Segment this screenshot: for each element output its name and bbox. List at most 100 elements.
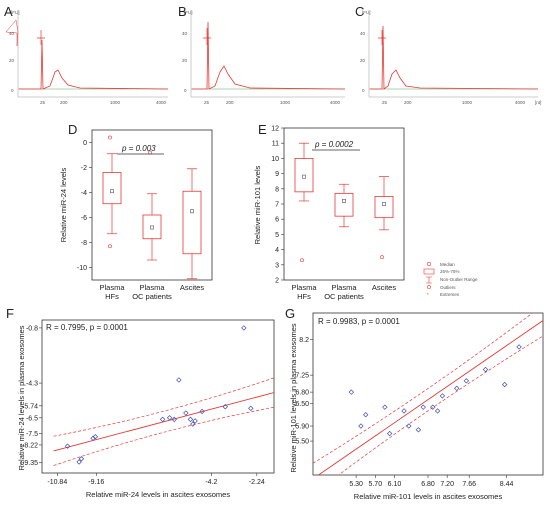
scatter-f-y-label: Relative miR-24 levels in plasma exosome… xyxy=(17,325,26,470)
boxplot-d-annotation: p = 0.003 xyxy=(121,144,156,153)
epg-a-y-tick-1: 40 xyxy=(9,31,15,36)
boxplot-e-median xyxy=(382,202,386,206)
boxplot-e-median xyxy=(302,174,306,179)
epg-b-y-tick-3: 0 xyxy=(184,88,187,93)
panel-letter-b: B xyxy=(178,4,187,19)
scatter-f-y-ticks: -0.8 -4.3 -5.74 -6.5 -7.5 -8.22 -9.35 xyxy=(22,325,42,467)
boxplot-e-y-tick-label: 6 xyxy=(275,217,279,224)
scatter-f-point xyxy=(199,408,205,415)
epg-a-trace xyxy=(19,39,169,90)
boxplot-d-y-tick-label: -6 xyxy=(81,215,87,222)
scatter-f-point xyxy=(90,435,96,441)
scatter-g-ci-upper xyxy=(313,313,534,464)
electropherogram-b: [FU] 40 20 0 25 200 1000 4000 xyxy=(182,10,346,105)
legend-median-symbol xyxy=(426,261,432,267)
scatter-f-point xyxy=(241,325,247,331)
boxplot-d-category-label: HFs xyxy=(105,292,119,301)
scatter-g-plot-area xyxy=(313,313,543,475)
panel-letter-d: D xyxy=(68,122,77,137)
boxplot-d-box xyxy=(182,190,202,255)
boxplot-e-marks xyxy=(294,142,394,263)
scatter-f-x-ticks: -10.84 -9.16 -4.2 -2.24 xyxy=(47,473,265,486)
scatter-g-marks xyxy=(313,313,543,475)
epg-a-x-tick-3: 1000 xyxy=(110,100,121,105)
epg-a-y-unit: [FU] xyxy=(11,10,20,15)
boxplot-d-median xyxy=(190,209,194,214)
scatter-f-x-tick-label: -9.16 xyxy=(88,479,104,486)
boxplot-d-box xyxy=(142,214,162,240)
boxplot-d-y-tick-label: 0 xyxy=(83,140,87,147)
scatter-g-point xyxy=(439,393,446,399)
legend-range-label: Non-Outlier Range xyxy=(440,277,478,282)
boxplot-e-y-tick-label: 9 xyxy=(275,171,279,178)
legend-outliers-label: Outliers xyxy=(440,285,456,290)
scatter-g-fit-line xyxy=(317,320,543,475)
scatter-f-y-tick-label: -6.5 xyxy=(26,415,38,422)
scatter-g-ci-lower xyxy=(337,335,543,475)
boxplot-e-box xyxy=(374,195,394,219)
scatter-f-point xyxy=(190,421,196,427)
epg-c-x-unit: [nt] xyxy=(535,100,541,105)
scatter-f-point xyxy=(222,404,228,410)
scatter-g-point xyxy=(363,412,369,418)
boxplot-d-outlier xyxy=(108,244,112,249)
boxplot-d-median xyxy=(150,225,154,230)
scatter-g-x-tick-label: 7.66 xyxy=(462,481,476,488)
scatter-f-point xyxy=(187,416,194,423)
boxplot-e-y-tick-label: 3 xyxy=(275,262,279,269)
boxplot-e-y-tick-label: 2 xyxy=(275,278,279,285)
boxplot-e-category-label: Plasma xyxy=(331,283,357,292)
boxplot-e-outlier xyxy=(300,258,304,263)
epg-b-x-tick-4: 4000 xyxy=(330,100,341,105)
boxplot-d-outlier xyxy=(108,135,112,140)
epg-c-trace xyxy=(370,25,539,90)
scatter-f-y-tick-label: -7.5 xyxy=(26,431,38,438)
legend-iqr-symbol xyxy=(423,268,435,275)
scatter-g-frame xyxy=(312,312,544,476)
scatter-g-point xyxy=(401,408,407,414)
scatter-f-x-label: Relative miR-24 levels in ascites exosom… xyxy=(86,490,230,499)
epg-a-ladder-marker xyxy=(37,30,45,45)
scatter-g-stat: R = 0.9983, p = 0.0001 xyxy=(318,317,400,326)
panel-letter-f: F xyxy=(6,306,14,321)
scatter-f-plot-area xyxy=(53,325,274,466)
scatter-g-point xyxy=(434,408,441,414)
epg-b-y-unit: [FU] xyxy=(184,10,193,15)
scatter-g-x-tick-label: 6.10 xyxy=(388,481,402,488)
boxplot-e-y-tick-label: 4 xyxy=(275,247,279,254)
boxplot-e-annotation: p = 0.0002 xyxy=(314,140,354,149)
epg-a-x-tick-1: 25 xyxy=(40,100,46,105)
epg-b-x-tick-1: 25 xyxy=(204,100,210,105)
boxplot-e-y-tick-label: 5 xyxy=(275,232,279,239)
boxplot-e: 12 11 10 9 8 7 6 5 4 3 2 Relative miR-101 levels p… xyxy=(253,126,405,301)
boxplot-e-y-label: Relative miR-101 levels xyxy=(253,165,262,244)
scatter-g: R = 0.9983, p = 0.0001 8.2 7.25 6.80 6.50 5.… xyxy=(289,312,544,501)
scatter-f-point xyxy=(171,416,177,423)
boxplot-e-y-tick-label: 11 xyxy=(272,141,279,148)
scatter-f-x-tick-label: -2.24 xyxy=(249,479,265,486)
scatter-g-y-tick-label: 5.50 xyxy=(295,439,309,446)
scatter-f-frame xyxy=(41,319,275,474)
boxplot-legend: Median 25%-75% Non-Outlier Range Outlier… xyxy=(423,261,478,297)
boxplot-e-box xyxy=(294,157,314,193)
boxplot-d-y-tick-label: -4 xyxy=(81,190,87,197)
scatter-g-point xyxy=(430,404,436,410)
boxplot-d-marks xyxy=(102,135,202,280)
electropherogram-c: [FU] 40 20 0 25 200 1000 4000 [nt] xyxy=(360,10,541,105)
scatter-g-point xyxy=(454,385,460,392)
scatter-f-y-tick-label: -5.74 xyxy=(22,403,38,410)
boxplot-d-y-tick-label: -2 xyxy=(81,165,87,172)
scatter-g-x-ticks: 5.30 5.70 6.10 6.80 7.20 7.66 8.44 xyxy=(349,475,514,488)
epg-c-y-tick-2: 20 xyxy=(360,58,366,63)
scatter-f-y-tick-label: -4.3 xyxy=(26,381,38,388)
scatter-g-x-tick-label: 5.70 xyxy=(368,481,382,488)
boxplot-e-y-tick-label: 12 xyxy=(271,126,279,133)
scatter-g-point xyxy=(382,404,388,410)
epg-a-y-tick-2: 20 xyxy=(9,58,15,63)
boxplot-d-frame xyxy=(91,129,213,281)
scatter-g-x-label: Relative miR-101 levels in ascites exoso… xyxy=(354,492,503,501)
panel-letter-g: G xyxy=(285,306,295,321)
